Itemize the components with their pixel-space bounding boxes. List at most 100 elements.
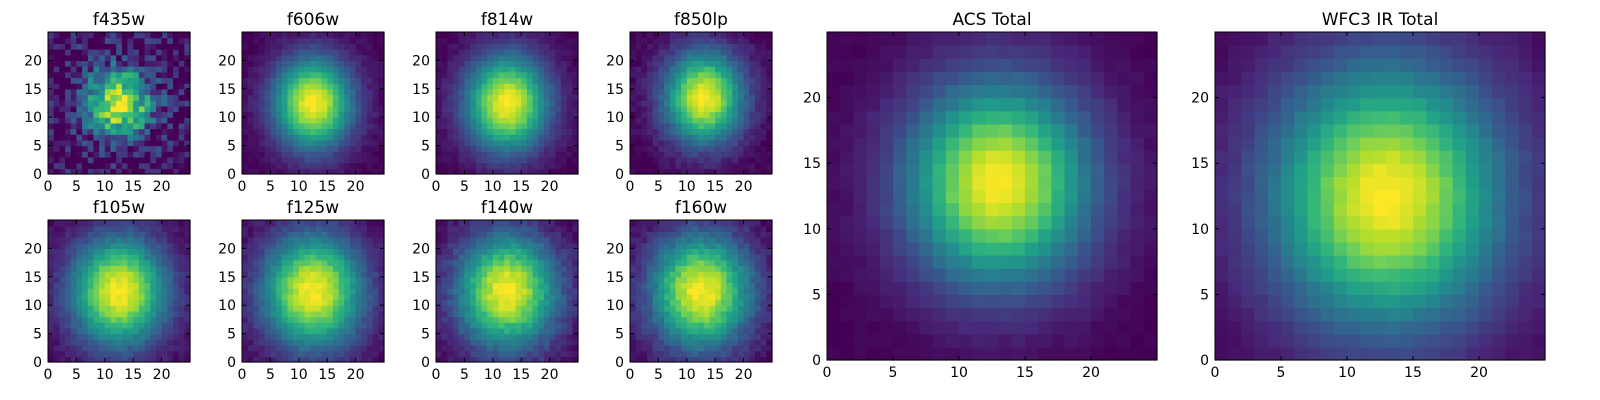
heatmap-cell xyxy=(470,288,477,295)
heatmap-cell xyxy=(487,305,494,312)
heatmap-cell xyxy=(70,242,77,249)
heatmap-cell xyxy=(749,66,756,73)
heatmap-cell xyxy=(464,43,471,50)
heatmap-cell xyxy=(76,83,83,90)
heatmap-cell xyxy=(635,276,642,284)
heatmap-cell xyxy=(99,288,106,295)
heatmap-cell xyxy=(703,83,711,90)
heatmap-cell xyxy=(287,88,294,96)
heatmap-cell xyxy=(372,111,379,118)
heatmap-cell xyxy=(652,94,659,101)
heatmap-cell xyxy=(709,344,716,352)
heatmap-cell xyxy=(65,293,72,301)
heatmap-cell xyxy=(458,288,465,295)
heatmap-cell xyxy=(178,71,185,79)
heatmap-cell xyxy=(681,77,688,84)
heatmap-cell xyxy=(178,162,185,169)
heatmap-cell xyxy=(270,248,277,255)
heatmap-cell xyxy=(378,77,385,84)
heatmap-cell xyxy=(315,32,323,39)
heatmap-cell xyxy=(349,333,357,340)
heatmap-cell xyxy=(572,94,579,101)
heatmap-cell xyxy=(321,168,328,175)
heatmap-cell xyxy=(470,305,477,312)
heatmap-cell xyxy=(349,139,357,147)
heatmap-cell xyxy=(116,231,123,238)
heatmap-cell xyxy=(310,100,317,107)
heatmap-cell xyxy=(184,316,191,323)
heatmap-cell xyxy=(281,333,289,340)
heatmap-cell xyxy=(53,248,60,255)
heatmap-cell xyxy=(116,151,123,158)
heatmap-cell xyxy=(349,259,357,267)
heatmap-cell xyxy=(475,71,483,79)
heatmap-cell xyxy=(172,299,180,306)
heatmap-cell xyxy=(321,66,328,73)
heatmap-cell xyxy=(515,231,522,238)
heatmap-cell xyxy=(315,225,323,232)
heatmap-cell xyxy=(549,43,556,50)
heatmap-cell xyxy=(487,254,494,261)
heatmap-cell xyxy=(760,83,767,90)
heatmap-cell xyxy=(338,105,345,113)
heatmap-cell xyxy=(664,322,671,329)
heatmap-cell xyxy=(287,356,294,363)
heatmap-cell xyxy=(658,145,665,152)
heatmap-cell xyxy=(743,350,750,357)
heatmap-cell xyxy=(737,105,745,113)
heatmap-cell xyxy=(87,310,95,318)
heatmap-cell xyxy=(161,288,168,295)
heatmap-cell xyxy=(355,225,362,232)
heatmap-cell xyxy=(732,333,739,340)
heatmap-cell xyxy=(327,316,334,323)
heatmap-cell xyxy=(543,83,551,90)
heatmap-cell xyxy=(453,231,460,238)
heatmap-cell xyxy=(658,356,665,363)
heatmap-cell xyxy=(253,168,260,175)
heatmap-cell xyxy=(372,333,379,340)
heatmap-cell xyxy=(766,128,773,135)
heatmap-cell xyxy=(310,248,317,255)
heatmap-cell xyxy=(150,271,157,278)
heatmap-cell xyxy=(150,259,157,267)
heatmap-cell xyxy=(87,333,95,340)
heatmap-cell xyxy=(372,293,379,301)
heatmap-cell xyxy=(281,49,289,56)
heatmap-cell xyxy=(150,83,157,90)
heatmap-cell xyxy=(515,282,522,289)
heatmap-cell xyxy=(681,299,688,306)
heatmap-cell xyxy=(453,356,460,363)
heatmap-cell xyxy=(65,156,72,164)
heatmap-cell xyxy=(664,77,671,84)
heatmap-cell xyxy=(481,322,488,329)
heatmap-cell xyxy=(766,60,773,67)
heatmap-cell xyxy=(441,237,448,244)
heatmap-cell xyxy=(344,259,351,267)
heatmap-cell xyxy=(178,265,185,272)
heatmap-cell xyxy=(532,122,539,130)
heatmap-cell xyxy=(555,299,562,306)
heatmap-cell xyxy=(498,282,505,289)
heatmap-cell xyxy=(264,248,271,255)
heatmap-cell xyxy=(372,37,379,44)
heatmap-cell xyxy=(76,282,83,289)
heatmap-cell xyxy=(470,168,477,175)
heatmap-cell xyxy=(361,151,368,158)
heatmap-cell xyxy=(498,60,505,67)
heatmap-cell xyxy=(184,288,191,295)
heatmap-cell xyxy=(138,66,146,73)
heatmap-cell xyxy=(453,254,460,261)
heatmap-cell xyxy=(492,327,500,335)
heatmap-cell xyxy=(116,94,123,101)
heatmap-cell xyxy=(53,66,60,73)
heatmap-cell xyxy=(647,88,654,96)
heatmap-cell xyxy=(276,156,283,164)
heatmap-cell xyxy=(242,322,249,329)
heatmap-cell xyxy=(76,333,83,340)
heatmap-cell xyxy=(82,333,89,340)
heatmap-cell xyxy=(441,310,448,318)
heatmap-cell xyxy=(658,139,665,147)
heatmap-cell xyxy=(532,282,539,289)
heatmap-cell xyxy=(133,111,140,118)
heatmap-cell xyxy=(59,151,66,158)
